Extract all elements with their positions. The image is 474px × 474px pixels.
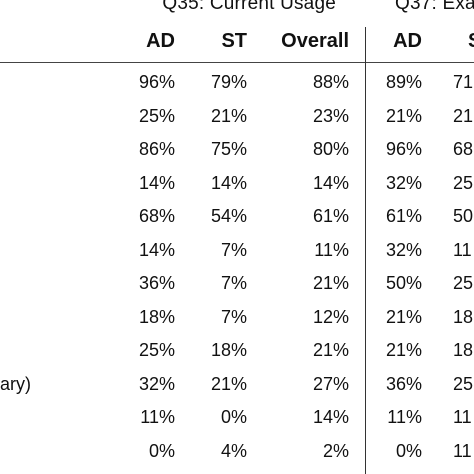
cell-ad: 25%	[138, 340, 175, 360]
cell-overall: 21%	[312, 273, 349, 293]
cell-st: 21%	[210, 374, 247, 394]
cell-ad: 14%	[138, 240, 175, 260]
cell-ad-q37: 32%	[385, 173, 422, 193]
table-row: 14% 14% 14% 32% 25	[0, 173, 474, 205]
cell-ad-q37: 21%	[385, 307, 422, 327]
table-row: 0% 4% 2% 0% 11	[0, 441, 474, 473]
table-row: 36% 7% 21% 50% 25	[0, 273, 474, 305]
column-header-st-q37: S	[468, 30, 474, 53]
cell-overall: 27%	[312, 374, 349, 394]
cell-st: 79%	[210, 72, 247, 92]
cell-st: 21%	[210, 106, 247, 126]
cell-st-q37: 18	[453, 340, 474, 360]
cell-st: 7%	[220, 273, 247, 293]
table-row: 14% 7% 11% 32% 11	[0, 240, 474, 272]
cell-st-q37: 25	[453, 374, 474, 394]
group-title-q35: Q35: Current Usage	[162, 0, 336, 14]
cell-st-q37: 11	[453, 407, 472, 427]
cell-st-q37: 50	[453, 206, 474, 226]
cell-overall: 88%	[312, 72, 349, 92]
cell-overall: 14%	[312, 173, 349, 193]
table-row: 86% 75% 80% 96% 68	[0, 139, 474, 171]
row-label: ary)	[0, 374, 31, 394]
table-row: 25% 18% 21% 21% 18	[0, 340, 474, 372]
header-divider	[0, 62, 474, 63]
cell-st: 7%	[220, 240, 247, 260]
cell-ad-q37: 11%	[387, 407, 422, 427]
cell-st: 0%	[220, 407, 247, 427]
cell-st-q37: 11	[453, 240, 472, 260]
table-row: 25% 21% 23% 21% 21	[0, 106, 474, 138]
column-header-ad-q37: AD	[393, 30, 422, 52]
cell-st-q37: 21	[453, 106, 474, 126]
cell-st: 75%	[210, 139, 247, 159]
cell-st-q37: 68	[453, 139, 474, 159]
cell-ad: 18%	[138, 307, 175, 327]
cell-st-q37: 18	[453, 307, 474, 327]
group-title-q37: Q37: Exa	[395, 0, 474, 14]
table-row: 96% 79% 88% 89% 71	[0, 72, 474, 104]
cell-st: 4%	[220, 441, 247, 461]
cell-st-q37: 25	[453, 173, 474, 193]
cell-ad: 11%	[140, 407, 175, 427]
column-header-st: ST	[221, 30, 247, 52]
cell-ad-q37: 61%	[385, 206, 422, 226]
cell-ad: 32%	[138, 374, 175, 394]
cell-ad: 68%	[138, 206, 175, 226]
group-separator	[365, 27, 366, 474]
cell-overall: 2%	[322, 441, 349, 461]
cell-ad-q37: 0%	[395, 441, 422, 461]
cell-ad: 36%	[138, 273, 175, 293]
cell-ad: 86%	[138, 139, 175, 159]
cell-ad-q37: 50%	[385, 273, 422, 293]
cell-ad: 14%	[138, 173, 175, 193]
cell-overall: 12%	[312, 307, 349, 327]
table-row: 68% 54% 61% 61% 50	[0, 206, 474, 238]
cell-ad-q37: 96%	[385, 139, 422, 159]
table-row: 11% 0% 14% 11% 11	[0, 407, 474, 439]
cell-overall: 21%	[312, 340, 349, 360]
cell-st: 7%	[220, 307, 247, 327]
cell-ad-q37: 21%	[385, 340, 422, 360]
cell-ad-q37: 89%	[385, 72, 422, 92]
column-header-ad: AD	[146, 30, 175, 52]
cell-st: 14%	[210, 173, 247, 193]
cell-st: 18%	[210, 340, 247, 360]
cell-st-q37: 25	[453, 273, 474, 293]
cell-overall: 80%	[312, 139, 349, 159]
table-row: 18% 7% 12% 21% 18	[0, 307, 474, 339]
cell-ad-q37: 32%	[385, 240, 422, 260]
cell-ad: 0%	[148, 441, 175, 461]
cell-st: 54%	[210, 206, 247, 226]
cell-ad: 25%	[138, 106, 175, 126]
cell-overall: 61%	[312, 206, 349, 226]
cell-ad: 96%	[138, 72, 175, 92]
cell-st-q37: 11	[453, 441, 472, 461]
cell-overall: 14%	[312, 407, 349, 427]
cell-overall: 23%	[312, 106, 349, 126]
cell-ad-q37: 21%	[385, 106, 422, 126]
cell-st-q37: 71	[453, 72, 474, 92]
cell-overall: 11%	[314, 240, 349, 260]
cell-ad-q37: 36%	[385, 374, 422, 394]
table-row: ary) 32% 21% 27% 36% 25	[0, 374, 474, 406]
column-header-overall: Overall	[281, 30, 349, 52]
